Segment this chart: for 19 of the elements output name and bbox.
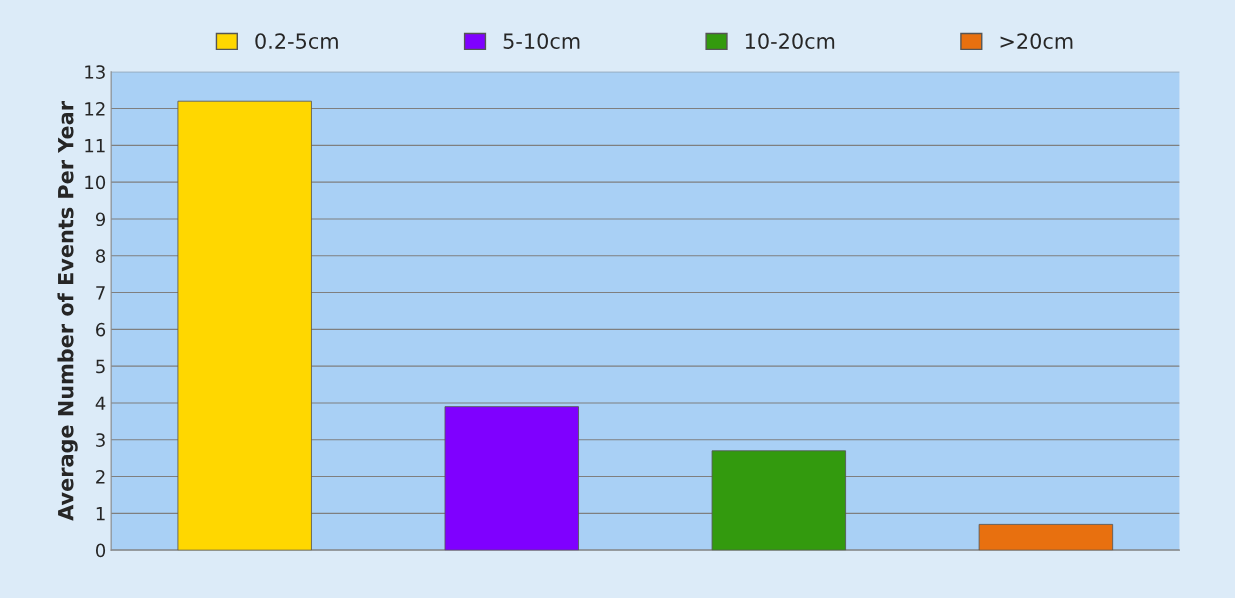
- y-tick-label: 6: [96, 322, 106, 337]
- y-tick-label: 7: [96, 286, 105, 300]
- y-tick-label: 0: [95, 543, 106, 558]
- y-axis-title: Average Number of Events Per Year: [57, 101, 78, 521]
- y-tick-label: 4: [95, 396, 106, 410]
- y-tick-label: 5: [96, 359, 105, 374]
- y-tick-label: 9: [95, 212, 106, 227]
- legend-label: 10-20cm: [745, 33, 835, 49]
- y-tick-label: 11: [85, 139, 105, 153]
- y-tick-label: 8: [96, 249, 106, 263]
- y-tick-label: 3: [96, 433, 105, 447]
- y-tick-label: 12: [85, 102, 105, 116]
- y-tick-label: 2: [96, 470, 105, 484]
- legend-label: >20cm: [1000, 33, 1073, 49]
- y-tick-label: 13: [85, 65, 105, 79]
- legend-label: 0.2-5cm: [255, 33, 338, 49]
- y-tick-label: 1: [96, 507, 105, 521]
- legend-label: 5-10cm: [503, 33, 580, 49]
- y-tick-label: 10: [85, 175, 106, 190]
